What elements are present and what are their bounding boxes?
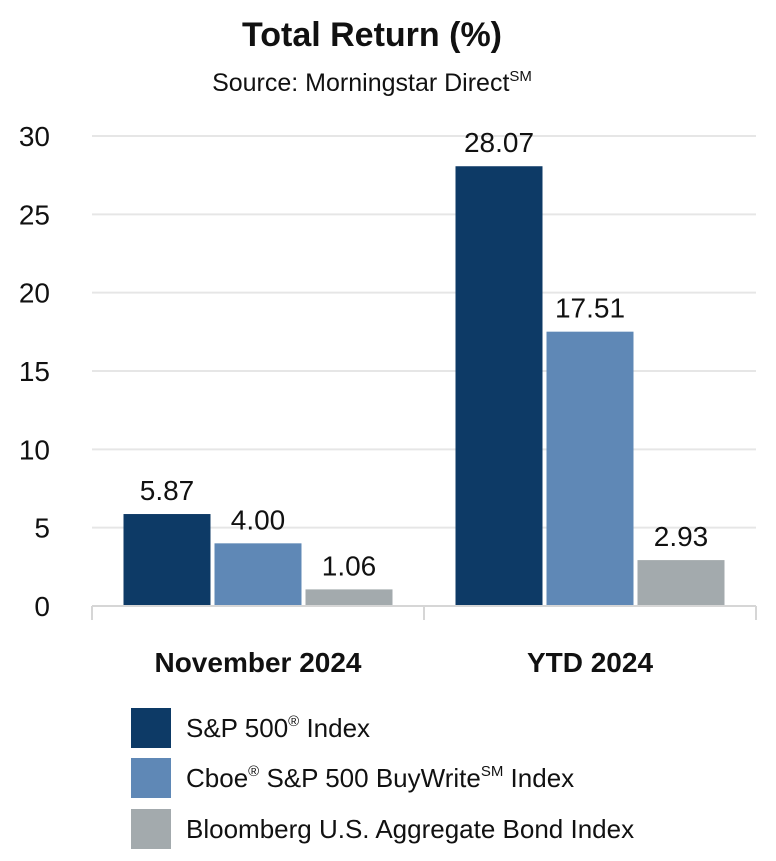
x-tick-label-ytd-2024: YTD 2024 <box>527 647 653 678</box>
legend-swatch-cboe-buywrite <box>131 758 171 798</box>
bar-ytd-2024-series-1 <box>546 331 634 606</box>
chart-subtitle-sup: SM <box>509 68 532 85</box>
legend: S&P 500® Index Cboe® S&P 500 BuyWriteSM … <box>131 708 634 849</box>
y-tick-label-20: 20 <box>19 278 50 309</box>
y-tick-label-15: 15 <box>19 356 50 387</box>
legend-cboe-sup: ® <box>248 763 259 780</box>
bar-november-2024-series-1 <box>214 543 302 606</box>
bar-ytd-2024-series-2 <box>637 560 725 606</box>
chart-subtitle-text: Source: Morningstar Direct <box>212 69 509 97</box>
y-tick-label-5: 5 <box>34 513 50 544</box>
legend-cboe-suffix: S&P 500 BuyWrite <box>259 763 481 793</box>
bar-ytd-2024-series-0 <box>455 166 543 606</box>
y-tick-label-0: 0 <box>34 591 50 622</box>
bar-november-2024-series-0 <box>123 514 211 606</box>
data-label-ytd-2024-series-1: 17.51 <box>555 293 625 324</box>
bar-november-2024-series-2 <box>305 589 393 606</box>
legend-cboe-sup2: SM <box>481 763 504 780</box>
legend-sp500-sup: ® <box>288 713 299 730</box>
y-tick-label-10: 10 <box>19 434 50 465</box>
x-axis-ticks: November 2024 YTD 2024 <box>154 647 653 678</box>
legend-cboe-name: Cboe <box>186 763 248 793</box>
bars <box>123 166 725 606</box>
legend-swatch-bloomberg-agg <box>131 809 171 849</box>
legend-sp500-name: S&P 500 <box>186 713 288 743</box>
legend-label-cboe-buywrite: Cboe® S&P 500 BuyWriteSM Index <box>186 763 574 793</box>
chart-title: Total Return (%) <box>242 16 502 54</box>
legend-item-bloomberg-agg: Bloomberg U.S. Aggregate Bond Index <box>131 809 634 849</box>
data-label-ytd-2024-series-2: 2.93 <box>654 521 709 552</box>
x-axis <box>91 605 757 620</box>
chart-subtitle: Source: Morningstar DirectSM <box>212 68 532 97</box>
gridlines <box>92 135 756 529</box>
data-label-november-2024-series-1: 4.00 <box>231 504 286 535</box>
x-tick-label-november-2024: November 2024 <box>154 647 361 678</box>
y-axis-ticks: 0 5 10 15 20 25 30 <box>19 121 50 622</box>
legend-item-sp500: S&P 500® Index <box>131 708 370 748</box>
data-label-november-2024-series-0: 5.87 <box>140 475 195 506</box>
legend-label-bloomberg-agg: Bloomberg U.S. Aggregate Bond Index <box>186 814 634 844</box>
legend-swatch-sp500 <box>131 708 171 748</box>
data-label-ytd-2024-series-0: 28.07 <box>464 127 534 158</box>
y-tick-label-30: 30 <box>19 121 50 152</box>
data-label-november-2024-series-2: 1.06 <box>322 550 377 581</box>
legend-cboe-suffix2: Index <box>503 763 574 793</box>
data-labels: 5.87 4.00 1.06 28.07 17.51 2.93 <box>140 127 709 581</box>
y-tick-label-25: 25 <box>19 199 50 230</box>
legend-sp500-suffix: Index <box>299 713 370 743</box>
legend-label-sp500: S&P 500® Index <box>186 713 370 743</box>
legend-item-cboe-buywrite: Cboe® S&P 500 BuyWriteSM Index <box>131 758 574 798</box>
